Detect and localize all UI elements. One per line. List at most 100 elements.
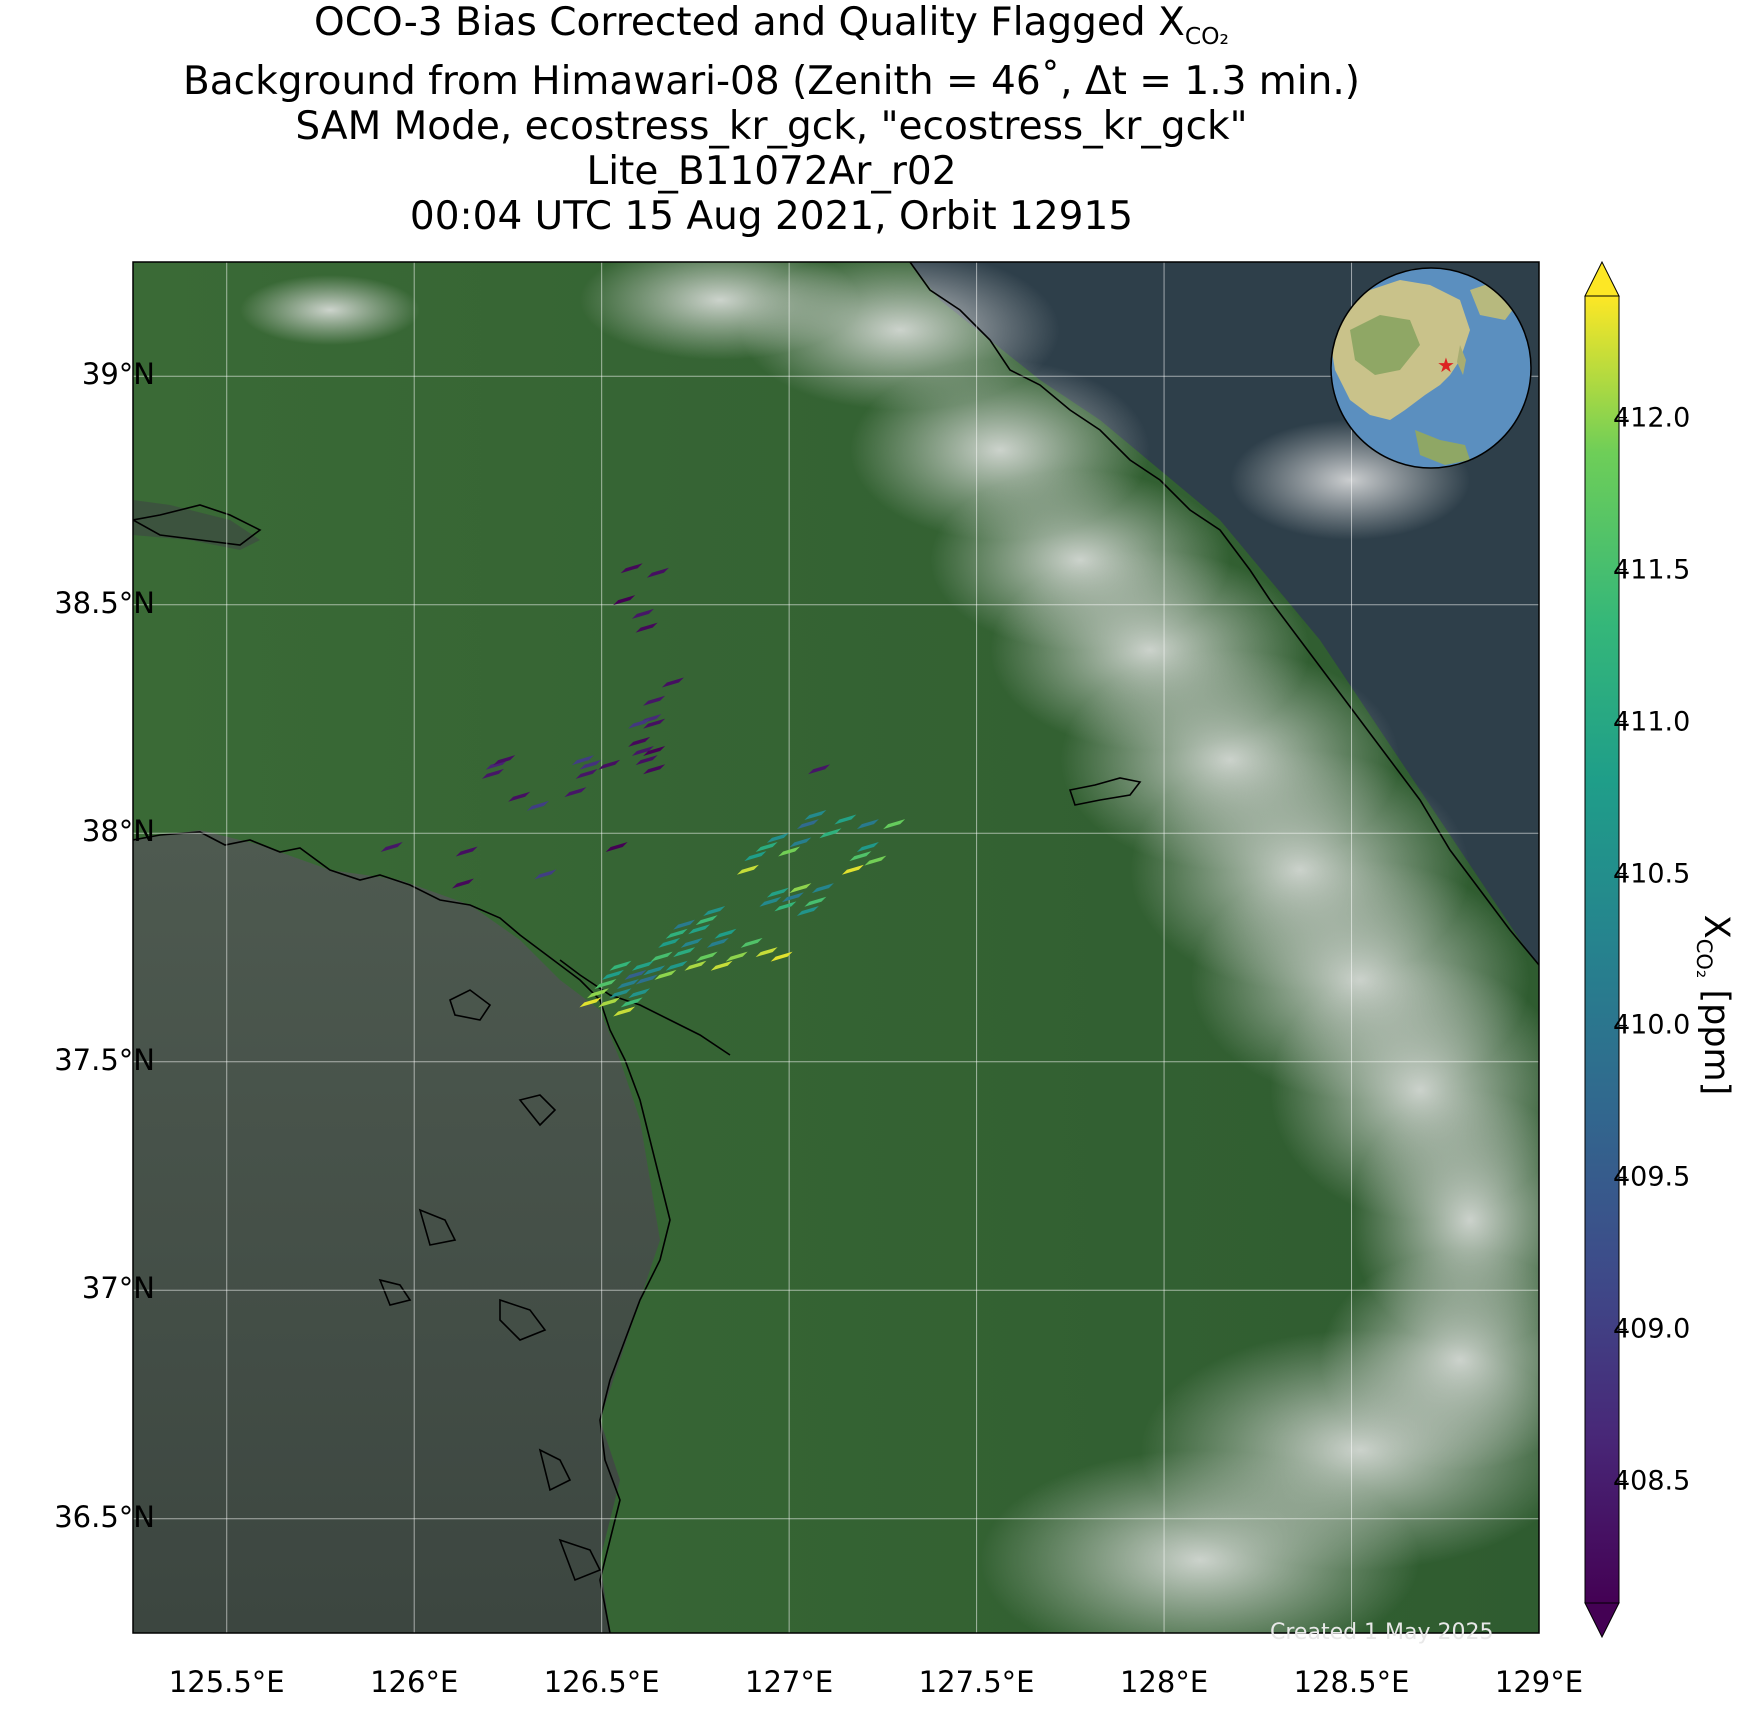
xco2-sounding	[755, 947, 778, 958]
xco2-sounding	[688, 924, 711, 935]
cloud-cover	[240, 262, 1539, 1633]
lat-tick-label: 37.5°N	[54, 1042, 155, 1077]
lon-tick-label: 125.5°E	[168, 1665, 285, 1699]
xco2-sounding	[654, 969, 677, 980]
inset-globe: ★	[1330, 267, 1532, 469]
colorbar-tick-label: 409.0	[1613, 1313, 1691, 1345]
lat-tick-label: 38.5°N	[54, 585, 155, 620]
coastlines	[133, 262, 1539, 1633]
xco2-sounding	[643, 965, 666, 976]
colorbar-title: XCO₂ [ppm]	[1692, 914, 1736, 1096]
xco2-sounding	[628, 718, 651, 729]
gridlines	[133, 262, 1539, 1633]
xco2-sounding	[451, 878, 474, 889]
xco2-sounding	[759, 896, 782, 907]
xco2-sounding	[609, 988, 632, 999]
xco2-sounding	[628, 988, 651, 999]
xco2-sounding	[740, 937, 763, 948]
xco2-sounding	[725, 951, 748, 962]
xco2-sounding	[774, 901, 797, 912]
xco2-sounding	[755, 841, 778, 852]
xco2-sounding	[796, 819, 819, 830]
xco2-sounding	[635, 974, 658, 985]
xco2-sounding	[579, 997, 602, 1008]
xco2-sounding	[808, 764, 831, 775]
xco2-sounding	[695, 915, 718, 926]
xco2-sounding	[631, 608, 654, 619]
xco2-sounding	[571, 755, 594, 766]
colorbar	[1584, 260, 1627, 1639]
title-line-4: Lite_B11072Ar_r02	[586, 148, 957, 194]
xco2-sounding	[631, 960, 654, 971]
xco2-sounding	[714, 928, 737, 939]
xco2-sounding	[665, 928, 688, 939]
colorbar-extend-min	[1584, 1602, 1620, 1639]
xco2-sounding	[849, 851, 872, 862]
xco2-sounding	[819, 828, 842, 839]
xco2-sounding	[673, 919, 696, 930]
xco2-sounding	[658, 937, 681, 948]
xco2-sounding	[575, 768, 598, 779]
xco2-sounding	[613, 595, 636, 606]
xco2-sounding	[605, 841, 628, 852]
xco2-sounding	[736, 864, 759, 875]
location-star-icon: ★	[1437, 353, 1455, 377]
xco2-sounding	[586, 988, 609, 999]
xco2-sounding	[635, 755, 658, 766]
xco2-sounding	[594, 979, 617, 990]
title-line-5: 00:04 UTC 15 Aug 2021, Orbit 12915	[409, 193, 1134, 239]
xco2-sounding	[864, 855, 887, 866]
xco2-sounding	[616, 979, 639, 990]
colorbar-tick-label: 410.0	[1613, 1009, 1691, 1041]
title-line-3: SAM Mode, ecostress_kr_gck, "ecostress_k…	[295, 103, 1248, 149]
xco2-soundings	[380, 563, 906, 1017]
xco2-sounding	[766, 887, 789, 898]
xco2-sounding	[455, 846, 478, 857]
xco2-sounding	[665, 960, 688, 971]
lon-tick-label: 129°E	[1494, 1665, 1584, 1699]
xco2-sounding	[624, 969, 647, 980]
xco2-sounding	[646, 567, 669, 578]
xco2-sounding	[744, 851, 767, 862]
xco2-sounding	[804, 896, 827, 907]
colorbar-tick-label: 411.5	[1613, 554, 1691, 586]
xco2-sounding	[703, 905, 726, 916]
xco2-sounding	[609, 960, 632, 971]
xco2-sounding	[564, 787, 587, 798]
xco2-sounding	[643, 745, 666, 756]
xco2-sounding	[620, 997, 643, 1008]
created-date: Created 1 May 2025	[1270, 1620, 1494, 1645]
lon-tick-label: 128.5°E	[1293, 1665, 1410, 1699]
lon-tick-label: 128°E	[1119, 1665, 1209, 1699]
lat-tick-label: 36.5°N	[54, 1499, 155, 1534]
lat-tick-label: 38°N	[81, 814, 155, 849]
xco2-sounding	[778, 846, 801, 857]
xco2-sounding	[684, 960, 707, 971]
xco2-sounding	[481, 768, 504, 779]
xco2-sounding	[635, 622, 658, 633]
xco2-sounding	[380, 841, 403, 852]
xco2-sounding	[650, 951, 673, 962]
xco2-sounding	[598, 759, 621, 770]
xco2-sounding	[680, 937, 703, 948]
xco2-sounding	[526, 800, 549, 811]
xco2-sounding	[628, 736, 651, 747]
colorbar-gradient	[1585, 296, 1619, 1603]
xco2-sounding	[710, 960, 733, 971]
xco2-sounding	[770, 951, 793, 962]
xco2-sounding	[534, 869, 557, 880]
colorbar-ticks	[1619, 416, 1627, 1483]
colorbar-tick-label: 411.0	[1613, 706, 1691, 738]
xco2-sounding	[706, 937, 729, 948]
xco2-sounding	[804, 809, 827, 820]
xco2-sounding	[613, 1006, 636, 1017]
xco2-sounding	[789, 837, 812, 848]
lat-tick-label: 37°N	[81, 1271, 155, 1306]
xco2-sounding	[601, 969, 624, 980]
xco2-sounding	[643, 718, 666, 729]
xco2-sounding	[598, 997, 621, 1008]
title-line-1: OCO-3 Bias Corrected and Quality Flagged…	[314, 0, 1229, 50]
xco2-sounding	[856, 841, 879, 852]
lon-tick-label: 126.5°E	[543, 1665, 660, 1699]
xco2-sounding	[856, 819, 879, 830]
